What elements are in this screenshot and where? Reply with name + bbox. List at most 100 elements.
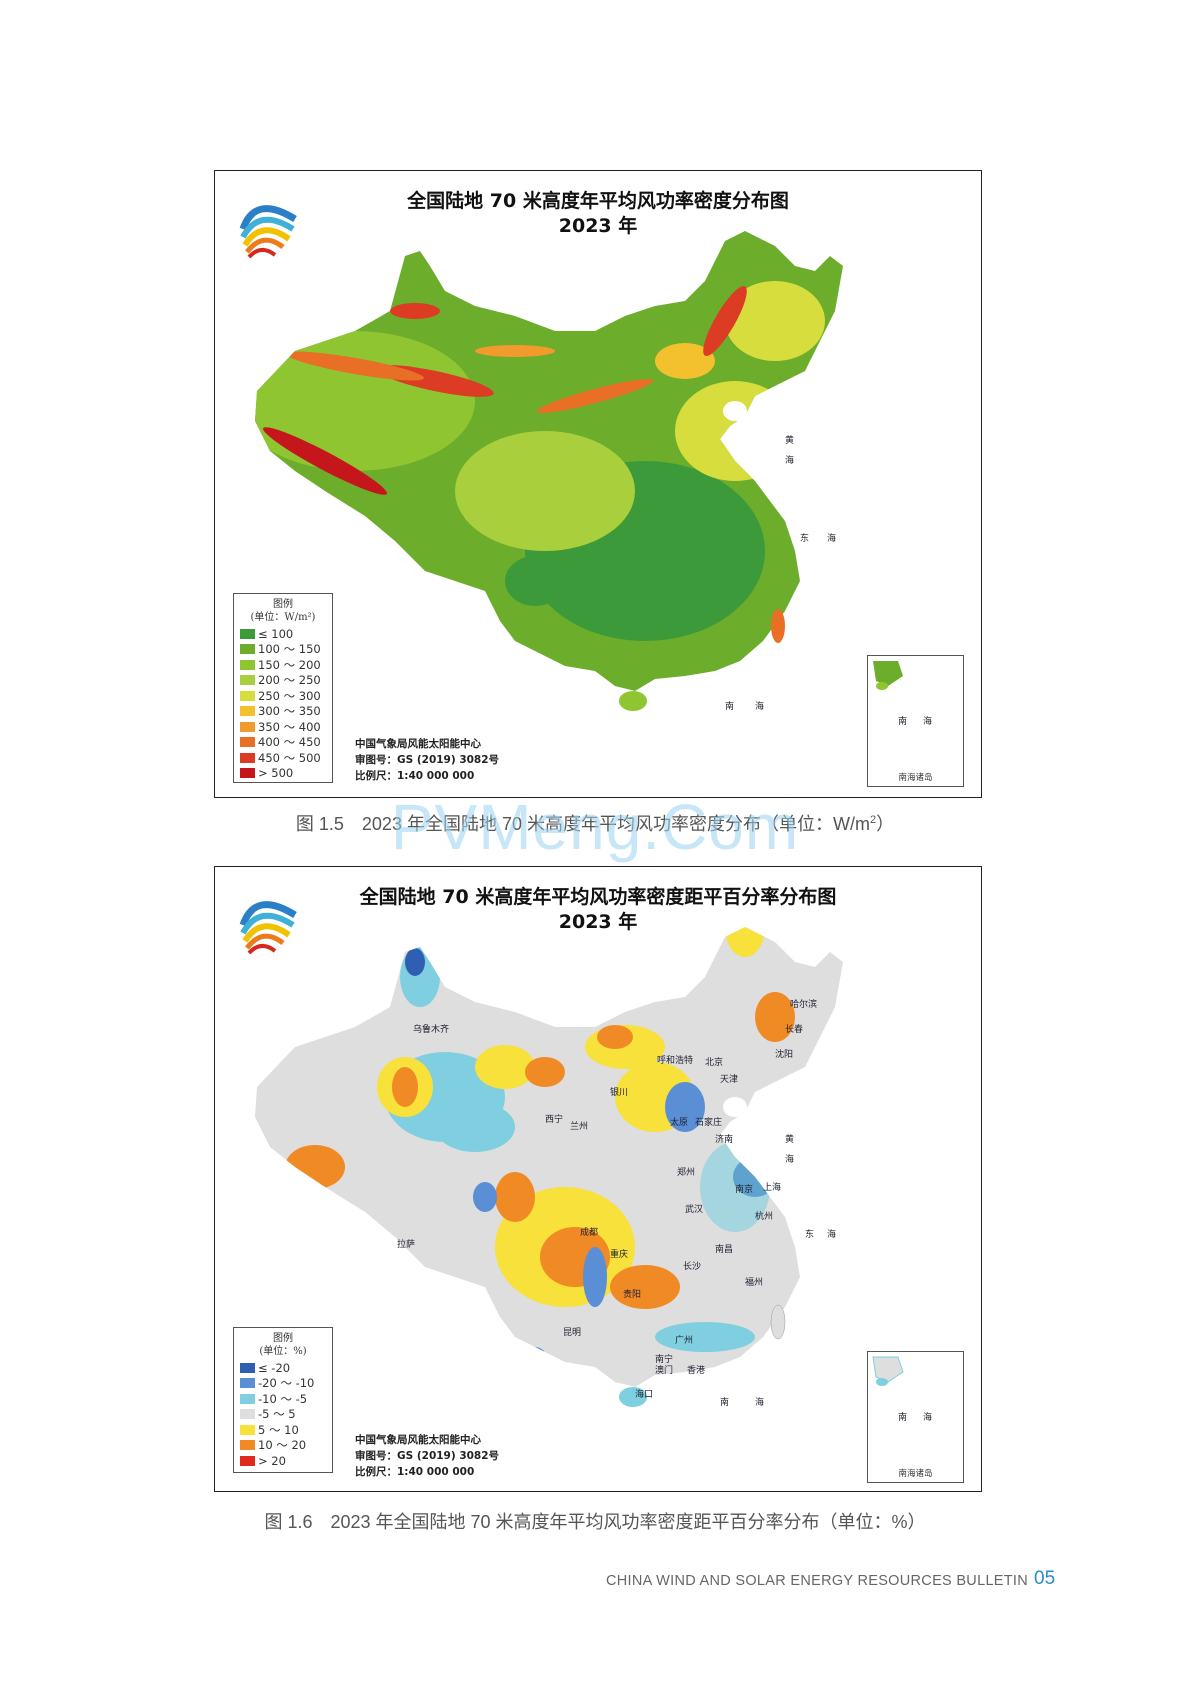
legend-item: -10 ～ -5 [240, 1391, 326, 1407]
legend-label: > 20 [258, 1453, 286, 1468]
city-label: 昆明 [563, 1327, 581, 1338]
svg-text:东: 东 [805, 1228, 814, 1240]
legend-title: 图例 [273, 599, 293, 610]
page-number: 05 [1034, 1568, 1056, 1589]
svg-text:南: 南 [898, 1411, 907, 1423]
city-label: 重庆 [610, 1248, 628, 1260]
inset-label: 南海诸岛 [898, 773, 933, 783]
legend-swatch [240, 659, 255, 670]
legend-swatch [240, 628, 255, 639]
legend-swatch [240, 1378, 255, 1389]
legend-label: 150 ～ 200 [258, 657, 321, 672]
city-label: 郑州 [677, 1166, 695, 1178]
svg-text:海: 海 [755, 700, 764, 712]
city-label: 银川 [610, 1086, 628, 1098]
legend-label: 450 ～ 500 [258, 750, 321, 765]
map-title: 全国陆地 70 米高度年平均风功率密度分布图 2023 年 [215, 189, 981, 239]
legend-label: ≤ 100 [258, 626, 294, 641]
legend-label: -10 ～ -5 [258, 1391, 308, 1406]
legend-unit: (单位：W/m²) [250, 612, 316, 623]
legend-items: ≤ 100 100 ～ 150 150 ～ 200 200 ～ 250 250 ～ 30… [240, 626, 326, 781]
svg-text:南: 南 [720, 1396, 729, 1408]
legend-label: -20 ～ -10 [258, 1376, 315, 1391]
legend-label: 300 ～ 350 [258, 704, 321, 719]
svg-text:南: 南 [725, 700, 734, 712]
city-label: 哈尔滨 [790, 998, 817, 1010]
city-label: 长沙 [683, 1260, 701, 1272]
legend-swatch [240, 721, 255, 732]
legend-label: 5 ～ 10 [258, 1422, 299, 1437]
figure-caption-1: 图 1.5 2023 年全国陆地 70 米高度年平均风功率密度分布（单位：W/m… [0, 810, 1190, 836]
legend-label: 100 ～ 150 [258, 642, 321, 657]
city-label: 长春 [785, 1023, 803, 1035]
city-label: 香港 [687, 1364, 705, 1376]
city-label: 澳门 [655, 1364, 673, 1376]
legend-swatch [240, 1409, 255, 1420]
city-label: 乌鲁木齐 [413, 1023, 449, 1035]
city-label: 南京 [735, 1183, 753, 1195]
south-china-sea-inset: 南 海 南海诸岛 [867, 655, 964, 787]
city-label: 武汉 [685, 1203, 703, 1215]
city-label: 天津 [720, 1074, 738, 1085]
china-wind-density-shape: 黄 海 东 海 南 海 [255, 231, 843, 712]
legend-label: -5 ～ 5 [258, 1407, 296, 1422]
legend-label: ≤ -20 [258, 1360, 291, 1375]
credits-approval: 审图号：GS (2019) 3082号 [355, 754, 500, 766]
cma-logo-icon [239, 901, 297, 955]
legend-label: 350 ～ 400 [258, 719, 321, 734]
inset-label: 南海诸岛 [898, 1469, 933, 1479]
credits-approval: 审图号：GS (2019) 3082号 [355, 1450, 500, 1462]
legend-item: ≤ -20 [240, 1360, 326, 1376]
map-title-line1: 全国陆地 70 米高度年平均风功率密度分布图 [407, 190, 789, 212]
city-label: 海口 [635, 1388, 653, 1400]
figure-caption-2: 图 1.6 2023 年全国陆地 70 米高度年平均风功率密度距平百分率分布（单… [264, 1512, 926, 1532]
svg-text:海: 海 [923, 1411, 932, 1423]
svg-text:黄: 黄 [785, 1133, 794, 1145]
city-label: 福州 [745, 1276, 763, 1288]
legend-swatch [240, 675, 255, 686]
legend-title: 图例 [273, 1333, 293, 1344]
legend-swatch [240, 752, 255, 763]
city-label: 成都 [580, 1226, 598, 1238]
caption-text: 图 1.5 2023 年全国陆地 70 米高度年平均风功率密度分布（单位：W/m [295, 814, 870, 834]
city-label: 石家庄 [695, 1116, 722, 1128]
map-credits: 中国气象局风能太阳能中心 审图号：GS (2019) 3082号 比例尺：1:4… [355, 736, 499, 784]
svg-text:海: 海 [827, 1228, 836, 1240]
city-label: 拉萨 [397, 1238, 415, 1250]
legend-item: ≤ 100 [240, 626, 326, 642]
map-title: 全国陆地 70 米高度年平均风功率密度距平百分率分布图 2023 年 [215, 885, 981, 935]
city-label: 上海 [763, 1181, 781, 1193]
legend-swatch [240, 1424, 255, 1435]
city-label: 杭州 [755, 1210, 773, 1222]
city-label: 广州 [675, 1334, 693, 1346]
city-label: 南宁 [655, 1353, 673, 1365]
credits-scale: 比例尺：1:40 000 000 [355, 770, 475, 782]
caption-close: ） [876, 814, 895, 834]
legend-swatch [240, 768, 255, 779]
caption-superscript: 2 [869, 814, 877, 826]
legend-item: 250 ～ 300 [240, 688, 326, 704]
city-label: 北京 [705, 1056, 723, 1068]
legend-swatch [240, 690, 255, 701]
legend-item: 200 ～ 250 [240, 673, 326, 689]
svg-text:南: 南 [898, 715, 907, 727]
legend-item: -5 ～ 5 [240, 1407, 326, 1423]
legend-swatch [240, 737, 255, 748]
legend-label: 400 ～ 450 [258, 735, 321, 750]
svg-text:海: 海 [785, 1153, 794, 1165]
credits-scale: 比例尺：1:40 000 000 [355, 1466, 475, 1478]
legend-item: > 20 [240, 1453, 326, 1469]
legend-item: 10 ～ 20 [240, 1438, 326, 1454]
map-title-line2: 2023 年 [558, 911, 638, 933]
map-title-line1: 全国陆地 70 米高度年平均风功率密度距平百分率分布图 [359, 886, 837, 908]
svg-text:海: 海 [923, 715, 932, 727]
legend-label: > 500 [258, 766, 294, 781]
south-china-sea-inset: 南 海 南海诸岛 [867, 1351, 964, 1483]
legend-swatch [240, 1455, 255, 1466]
legend-item: 150 ～ 200 [240, 657, 326, 673]
cma-logo-icon [239, 205, 297, 259]
map-credits: 中国气象局风能太阳能中心 审图号：GS (2019) 3082号 比例尺：1:4… [355, 1432, 499, 1480]
